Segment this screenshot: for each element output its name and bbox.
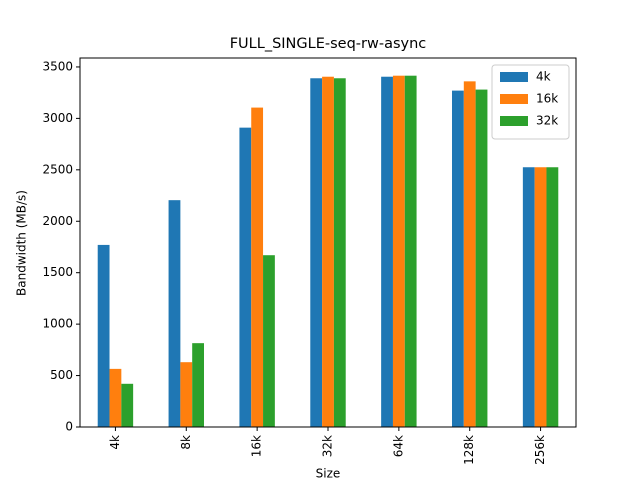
bar <box>534 167 547 427</box>
bar <box>180 362 193 427</box>
bar <box>97 244 110 427</box>
bar <box>546 167 559 427</box>
x-tick-label: 32k <box>321 435 335 457</box>
y-tick-label: 3000 <box>42 111 73 125</box>
bar <box>333 78 346 427</box>
x-tick-label: 4k <box>108 435 122 450</box>
y-tick-label: 2500 <box>42 162 73 176</box>
x-tick-label: 8k <box>179 435 193 450</box>
bar <box>452 90 464 427</box>
legend: 4k 16k 32k <box>491 64 570 140</box>
bar <box>251 107 264 428</box>
x-axis-label: Size <box>316 467 341 480</box>
legend-swatch <box>500 116 528 126</box>
bar <box>404 75 417 427</box>
bar <box>381 76 393 428</box>
y-tick-label: 500 <box>50 368 73 382</box>
y-tick-label: 3500 <box>42 59 73 73</box>
y-axis-label: Bandwidth (MB/s) <box>15 190 29 296</box>
bar <box>263 255 275 427</box>
bar <box>522 167 535 427</box>
x-tick-label: 256k <box>533 435 547 465</box>
bar <box>475 89 488 427</box>
legend-label: 4k <box>536 70 551 84</box>
bar <box>109 368 122 427</box>
bar <box>121 383 134 427</box>
legend-swatch <box>500 94 528 104</box>
x-tick-label: 16k <box>250 435 264 457</box>
bar <box>463 81 476 427</box>
bar <box>392 75 405 427</box>
x-tick-label: 64k <box>391 435 405 457</box>
y-tick-label: 0 <box>65 420 73 434</box>
y-tick-label: 2000 <box>42 214 73 228</box>
x-tick-label: 128k <box>462 435 476 465</box>
legend-label: 16k <box>536 92 558 106</box>
legend-label: 32k <box>536 114 558 128</box>
bar <box>168 200 181 427</box>
bar <box>322 76 334 428</box>
y-tick-label: 1000 <box>42 317 73 331</box>
y-tick-label: 1500 <box>42 265 73 279</box>
bar <box>239 127 252 428</box>
bar <box>310 78 323 427</box>
legend-swatch <box>500 72 528 82</box>
plot-frame <box>79 57 577 428</box>
chart-title: FULL_SINGLE-seq-rw-async <box>230 36 427 52</box>
bar <box>192 343 204 427</box>
